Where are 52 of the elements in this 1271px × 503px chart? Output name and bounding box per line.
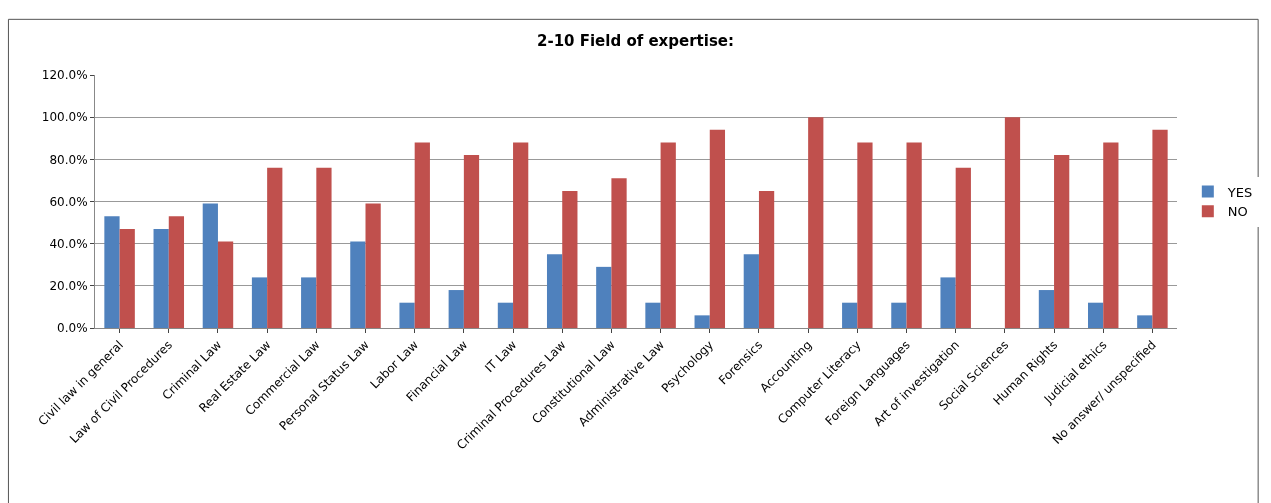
bar <box>660 142 676 328</box>
bar <box>546 254 563 328</box>
bar <box>1054 155 1070 328</box>
bar <box>119 228 135 328</box>
bar <box>891 302 907 328</box>
bar <box>301 277 317 328</box>
bar <box>694 315 710 328</box>
legend-label: NO <box>1227 204 1248 220</box>
bar <box>251 277 268 328</box>
bar <box>414 142 430 328</box>
bar <box>1038 290 1055 328</box>
bar <box>955 167 971 328</box>
bar <box>217 241 234 328</box>
bar <box>1137 315 1153 328</box>
y-tick-label: 100.0% <box>41 110 88 125</box>
y-tick-label: 0.0% <box>57 321 88 336</box>
bar <box>857 142 873 328</box>
bar <box>463 155 480 328</box>
bar <box>906 142 922 328</box>
bar <box>513 142 529 328</box>
bar <box>1103 142 1119 328</box>
y-tick-label: 20.0% <box>49 279 88 294</box>
bar <box>596 266 612 328</box>
bar <box>350 241 366 328</box>
bar <box>153 228 169 328</box>
bar <box>611 178 627 328</box>
bar <box>842 302 858 328</box>
bar <box>497 302 514 328</box>
bar <box>202 203 218 328</box>
chart-title: 2-10 Field of expertise: <box>536 31 735 50</box>
bar <box>645 302 661 328</box>
bar <box>365 203 381 328</box>
bar <box>562 190 578 328</box>
bar <box>758 190 775 328</box>
y-tick-label: 60.0% <box>49 194 88 209</box>
legend-label: YES <box>1226 184 1253 200</box>
y-tick-label: 40.0% <box>49 236 88 251</box>
bar <box>168 216 185 328</box>
bar <box>267 167 283 328</box>
bar <box>808 117 824 328</box>
bar <box>743 254 759 328</box>
bar <box>709 129 726 328</box>
bar <box>1004 117 1021 328</box>
bar <box>1087 302 1104 328</box>
bar <box>448 290 464 328</box>
bar <box>104 216 120 328</box>
bar <box>940 277 956 328</box>
bar <box>1152 129 1168 328</box>
bar <box>316 167 332 328</box>
y-tick-label: 120.0% <box>41 68 88 83</box>
y-tick-label: 80.0% <box>49 152 88 167</box>
bar <box>399 302 415 328</box>
